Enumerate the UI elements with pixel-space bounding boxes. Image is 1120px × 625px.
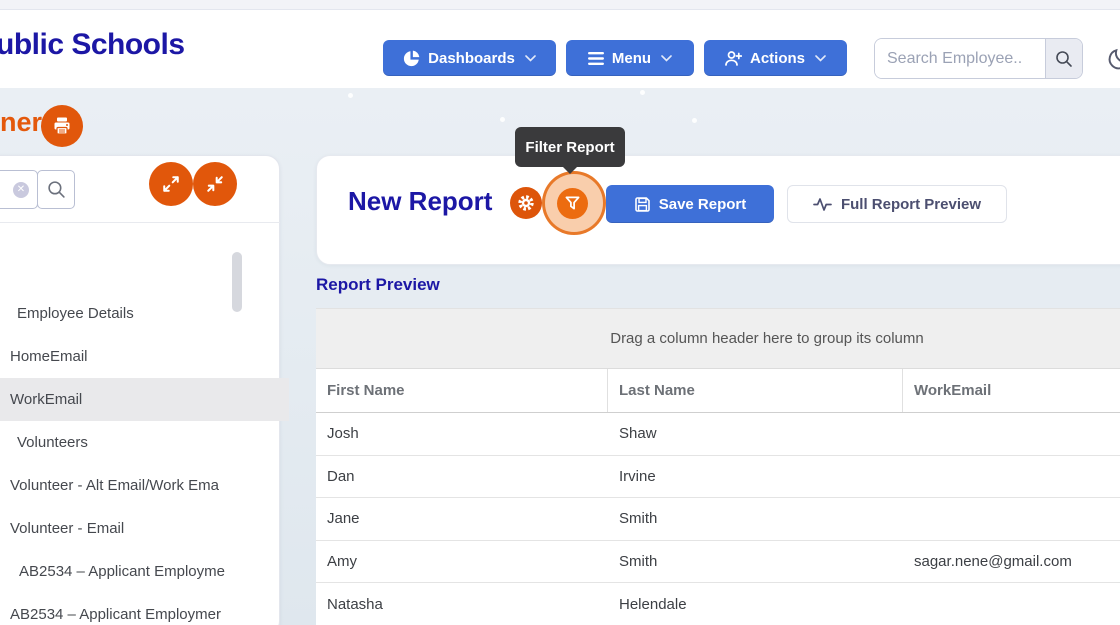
pie-chart-icon	[403, 50, 420, 67]
field-item-volunteers[interactable]: Volunteers	[17, 434, 88, 451]
expand-all-button[interactable]	[149, 162, 193, 206]
window-top-strip	[0, 0, 1120, 10]
cell-last-name: Helendale	[619, 595, 687, 613]
cell-last-name: Shaw	[619, 425, 657, 443]
column-header-workemail[interactable]: WorkEmail	[914, 382, 992, 399]
sparkle-dot	[640, 90, 645, 95]
actions-button[interactable]: Actions	[704, 40, 847, 76]
save-report-label: Save Report	[658, 195, 747, 213]
cell-first-name: Amy	[327, 553, 357, 571]
dark-mode-toggle[interactable]	[1106, 45, 1120, 73]
report-toolbar-card: New Report Save Report Full Report Previ…	[316, 155, 1120, 265]
table-row: Natasha Helendale	[316, 583, 1120, 625]
menu-button[interactable]: Menu	[566, 40, 694, 76]
search-icon	[1056, 50, 1072, 67]
cell-first-name: Natasha	[327, 595, 383, 613]
field-item-volunteer-alt-email[interactable]: Volunteer - Alt Email/Work Ema	[10, 477, 219, 494]
filter-funnel-icon	[565, 196, 580, 210]
report-settings-button[interactable]	[510, 187, 542, 219]
sparkle-dot	[500, 117, 505, 122]
employee-search-button[interactable]	[1045, 39, 1082, 78]
brand-title: ublic Schools	[0, 28, 185, 61]
cell-workemail: sagar.nene@gmail.com	[914, 553, 1072, 571]
cell-workemail	[903, 413, 1120, 455]
field-item-ab2534-2[interactable]: AB2534 – Applicant Employmer	[10, 606, 221, 623]
save-icon	[634, 196, 651, 213]
report-title: New Report	[348, 186, 493, 216]
hamburger-icon	[587, 51, 604, 65]
collapse-all-button[interactable]	[193, 162, 237, 206]
print-button[interactable]	[41, 105, 83, 147]
table-row: Jane Smith	[316, 498, 1120, 541]
field-item-employee-details[interactable]: Employee Details	[17, 305, 134, 322]
employee-search	[874, 38, 1083, 79]
sidebar-divider	[0, 222, 280, 223]
report-preview-heading: Report Preview	[316, 275, 440, 294]
activity-pulse-icon	[813, 197, 832, 211]
collapse-arrows-icon	[207, 176, 223, 192]
save-report-button[interactable]: Save Report	[606, 185, 774, 223]
gear-icon	[518, 195, 534, 211]
clear-search-icon[interactable]: ✕	[13, 182, 29, 198]
cell-first-name: Josh	[327, 425, 359, 443]
chevron-down-icon	[525, 54, 536, 62]
dashboards-button[interactable]: Dashboards	[383, 40, 556, 76]
printer-icon	[54, 117, 70, 135]
person-plus-icon	[725, 50, 742, 66]
report-designer-title: ner	[0, 107, 43, 137]
cell-workemail	[903, 498, 1120, 540]
table-row: Amy Smith sagar.nene@gmail.com	[316, 540, 1120, 584]
filter-report-button[interactable]	[557, 188, 588, 219]
full-report-preview-label: Full Report Preview	[840, 195, 982, 213]
sidebar-scrollbar-thumb[interactable]	[232, 252, 242, 312]
group-by-drop-zone[interactable]: Drag a column header here to group its c…	[316, 309, 1120, 369]
sparkle-dot	[348, 93, 353, 98]
moon-icon	[1108, 48, 1120, 70]
table-row: Josh Shaw	[316, 413, 1120, 456]
cell-workemail	[903, 456, 1120, 498]
cell-first-name: Dan	[327, 467, 355, 485]
cell-first-name: Jane	[327, 510, 360, 528]
grid-header-row: First Name Last Name WorkEmail	[316, 369, 1120, 413]
cell-workemail	[903, 583, 1120, 625]
table-row: Dan Irvine	[316, 455, 1120, 499]
sparkle-dot	[692, 118, 697, 123]
filter-report-tooltip: Filter Report	[515, 127, 625, 167]
chevron-down-icon	[661, 54, 672, 62]
field-list: Employee Details HomeEmail WorkEmail Vol…	[0, 292, 289, 625]
column-header-first-name[interactable]: First Name	[316, 369, 608, 412]
menu-label: Menu	[611, 49, 652, 67]
employee-search-input[interactable]	[875, 39, 1045, 78]
field-item-homeemail[interactable]: HomeEmail	[10, 348, 88, 365]
field-item-workemail[interactable]: WorkEmail	[0, 378, 289, 421]
cell-last-name: Smith	[619, 553, 658, 571]
report-preview-grid: Drag a column header here to group its c…	[316, 308, 1120, 625]
dashboards-label: Dashboards	[428, 49, 515, 67]
expand-arrows-icon	[163, 176, 179, 192]
field-item-volunteer-email[interactable]: Volunteer - Email	[10, 520, 125, 537]
actions-label: Actions	[749, 49, 805, 67]
field-search-button[interactable]	[37, 170, 75, 209]
cell-last-name: Smith	[619, 510, 658, 528]
cell-last-name: Irvine	[619, 467, 656, 485]
chevron-down-icon	[815, 54, 826, 62]
app-header: ublic Schools Dashboards Menu	[0, 10, 1120, 88]
full-report-preview-button[interactable]: Full Report Preview	[787, 185, 1007, 223]
column-header-last-name[interactable]: Last Name	[608, 369, 903, 412]
search-icon	[47, 181, 65, 198]
field-item-ab2534-1[interactable]: AB2534 – Applicant Employme	[19, 563, 225, 580]
